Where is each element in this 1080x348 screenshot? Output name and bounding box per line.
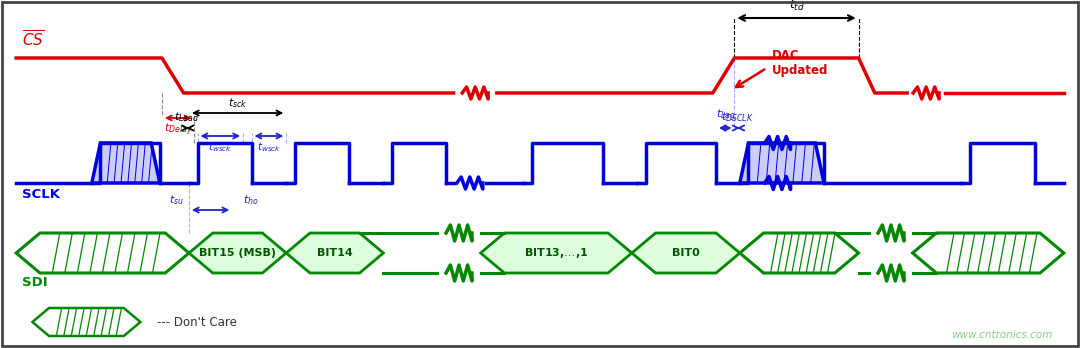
Text: $t_{Lead}$: $t_{Lead}$ (174, 110, 199, 124)
Polygon shape (740, 233, 859, 273)
Text: $t_{Delay}$: $t_{Delay}$ (164, 122, 192, 139)
Polygon shape (481, 233, 632, 273)
Text: $t_{wsck}$: $t_{wsck}$ (208, 140, 232, 154)
Polygon shape (189, 233, 286, 273)
Text: $t_{Lag}$: $t_{Lag}$ (716, 108, 737, 124)
Text: $\overline{CS}$: $\overline{CS}$ (22, 30, 44, 50)
Text: $t_{sck}$: $t_{sck}$ (228, 96, 247, 110)
Text: --- Don't Care: --- Don't Care (157, 316, 237, 329)
Text: $t_{wsck}$: $t_{wsck}$ (257, 140, 281, 154)
Text: $t_{su}$: $t_{su}$ (168, 193, 184, 207)
Polygon shape (32, 308, 140, 336)
Polygon shape (740, 143, 824, 183)
Text: $t_{DSCLK}$: $t_{DSCLK}$ (720, 110, 754, 124)
Polygon shape (16, 233, 189, 273)
Polygon shape (286, 233, 383, 273)
Text: $t_{ho}$: $t_{ho}$ (243, 193, 259, 207)
Text: BIT14: BIT14 (316, 248, 353, 258)
Text: SCLK: SCLK (22, 188, 59, 201)
Polygon shape (92, 143, 160, 183)
Text: DAC
Updated: DAC Updated (772, 49, 828, 77)
Text: $t_{td}$: $t_{td}$ (788, 0, 805, 13)
Polygon shape (913, 233, 1064, 273)
Text: SDI: SDI (22, 276, 48, 289)
Polygon shape (632, 233, 740, 273)
Text: BIT13,$\ldots$,1: BIT13,$\ldots$,1 (524, 246, 589, 260)
Text: BIT15 (MSB): BIT15 (MSB) (199, 248, 276, 258)
Text: www.cntronics.com: www.cntronics.com (951, 330, 1053, 340)
Text: BIT0: BIT0 (672, 248, 700, 258)
